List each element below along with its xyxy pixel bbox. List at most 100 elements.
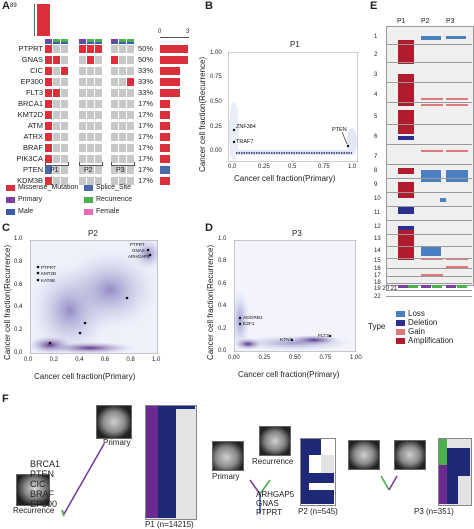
mutation-cell — [53, 177, 60, 185]
mutation-cell — [79, 133, 86, 141]
gene-label: ATRX — [23, 132, 43, 141]
mutation-cell — [119, 155, 126, 163]
mutation-cell — [79, 45, 86, 53]
panel-d-plot: ADGRB1 E2F1 KTN1 FLT3 — [234, 240, 356, 352]
driver-gene-label: ARHGAP5 — [256, 490, 295, 499]
mutation-cell — [111, 89, 118, 97]
panel-c-title: P2 — [88, 229, 98, 238]
freq-axis-max: 3 — [186, 29, 190, 35]
mutation-cell — [53, 89, 60, 97]
b-ytick-4: 0.00 — [210, 148, 222, 154]
mutation-cell — [119, 177, 126, 185]
p3-recurrence-mri — [394, 440, 426, 470]
legend-loss-label: Loss — [408, 309, 425, 318]
mutation-cell — [119, 45, 126, 53]
mutation-cell — [95, 89, 102, 97]
tissue-bar — [61, 39, 68, 42]
gene-label: ATM — [27, 121, 43, 130]
mutation-cell — [87, 45, 94, 53]
panel-d-title: P3 — [292, 229, 302, 238]
cnv-gain — [421, 98, 443, 100]
mutation-cell — [61, 133, 68, 141]
frequency-bar — [160, 67, 180, 75]
cnv-loss — [440, 198, 446, 202]
mutation-cell — [127, 56, 134, 64]
gene-label: PTPRT — [18, 44, 43, 53]
mutation-cell — [45, 166, 52, 174]
label-traf7: TRAF7 — [236, 139, 253, 145]
cnv-gain — [446, 150, 468, 152]
legend-amplification-label: Amplification — [408, 336, 454, 345]
d-label-flt3: FLT3 — [318, 333, 329, 339]
frequency-bar — [160, 144, 170, 152]
chromosome-separator — [386, 258, 472, 259]
mutation-cell — [119, 56, 126, 64]
mutation-cell — [53, 45, 60, 53]
label-znf384: ZNF384 — [236, 124, 256, 130]
gene-percent: 50% — [138, 55, 154, 64]
x-tick: 0.4 — [75, 357, 84, 363]
mutation-cell — [87, 111, 94, 119]
p2-ccf-cell-c — [309, 473, 334, 483]
frequency-bar — [160, 111, 170, 119]
chromosome-separator — [386, 124, 472, 125]
p2-label: P2 — [84, 167, 93, 174]
d-label-adgrb1: ADGRB1 — [243, 315, 263, 321]
mutation-cell — [79, 144, 86, 152]
mutation-cell — [45, 67, 52, 75]
mutation-cell — [111, 155, 118, 163]
chromosome-label: 10 — [374, 196, 381, 202]
mutation-cell — [119, 89, 126, 97]
mutation-cell — [61, 56, 68, 64]
panel-b-plot: ZNF384 TRAF7 PTEN — [228, 52, 358, 162]
legend-gain-label: Gain — [408, 327, 425, 336]
panel-a-label: A — [2, 0, 10, 12]
gene-label: PIK3CA — [16, 154, 43, 163]
driver-gene-label: BRAF — [30, 489, 55, 499]
sex-bar — [53, 42, 60, 44]
cnv-sample-strip — [421, 285, 431, 288]
mutation-cell — [111, 144, 118, 152]
mutation-cell — [53, 56, 60, 64]
mutation-cell — [61, 67, 68, 75]
driver-gene-label: CIC — [30, 479, 46, 489]
mutation-cell — [119, 166, 126, 174]
freq-axis-line — [160, 37, 189, 38]
cnv-amplification — [398, 110, 414, 134]
x-tick: 0.25 — [258, 355, 271, 361]
legend-primary-label: Primary — [18, 196, 43, 203]
gene-label: BRCA1 — [17, 99, 43, 108]
y-tick: 0.2 — [218, 325, 227, 332]
p2-primary-mri — [212, 441, 244, 471]
tissue-bar — [127, 39, 134, 42]
gene-percent: 33% — [138, 66, 154, 75]
cnv-gain — [446, 266, 468, 268]
top-count-bar — [37, 4, 50, 36]
cnv-gain — [421, 104, 443, 106]
gene-percent: 33% — [138, 88, 154, 97]
mutation-cell — [45, 45, 52, 53]
cnv-loss — [421, 36, 441, 40]
chromosome-label: 8 — [374, 168, 378, 174]
gene-percent: 17% — [138, 132, 154, 141]
driver-gene-label: GNAS — [256, 499, 279, 508]
mutation-cell — [53, 122, 60, 130]
mutation-cell — [119, 100, 126, 108]
chromosome-label: 12 — [374, 224, 381, 230]
gene-label: KDM3B — [17, 176, 43, 185]
mutation-cell — [95, 166, 102, 174]
chromosome-separator — [386, 178, 472, 179]
mutation-cell — [53, 166, 60, 174]
mutation-cell — [111, 177, 118, 185]
frequency-bar — [160, 133, 170, 141]
chromosome-label: 13 — [374, 236, 381, 242]
gene-percent: 17% — [138, 143, 154, 152]
sex-bar — [111, 42, 118, 44]
cnv-sample-strip — [457, 285, 467, 288]
chromosome-label: 4 — [374, 92, 378, 98]
p3-caption: P3 (n=351) — [414, 507, 454, 516]
gene-label: EP300 — [20, 77, 43, 86]
panel-c-plot: PTPRT GNAS ARHGAP5 PTPRT KMT2B KAT6B — [30, 240, 158, 354]
mutation-cell — [87, 144, 94, 152]
panel-b-label: B — [205, 0, 213, 12]
